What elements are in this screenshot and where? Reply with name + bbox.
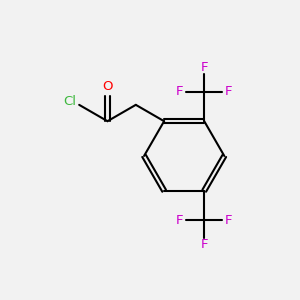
Text: F: F bbox=[225, 85, 232, 98]
Text: F: F bbox=[200, 61, 208, 74]
Text: F: F bbox=[200, 238, 208, 251]
Text: F: F bbox=[176, 214, 184, 226]
Text: O: O bbox=[102, 80, 113, 93]
Text: Cl: Cl bbox=[63, 95, 76, 108]
Text: F: F bbox=[176, 85, 184, 98]
Text: F: F bbox=[225, 214, 232, 226]
